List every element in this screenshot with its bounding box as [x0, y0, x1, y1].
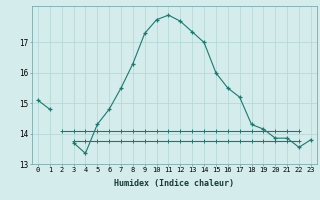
X-axis label: Humidex (Indice chaleur): Humidex (Indice chaleur) [115, 179, 234, 188]
